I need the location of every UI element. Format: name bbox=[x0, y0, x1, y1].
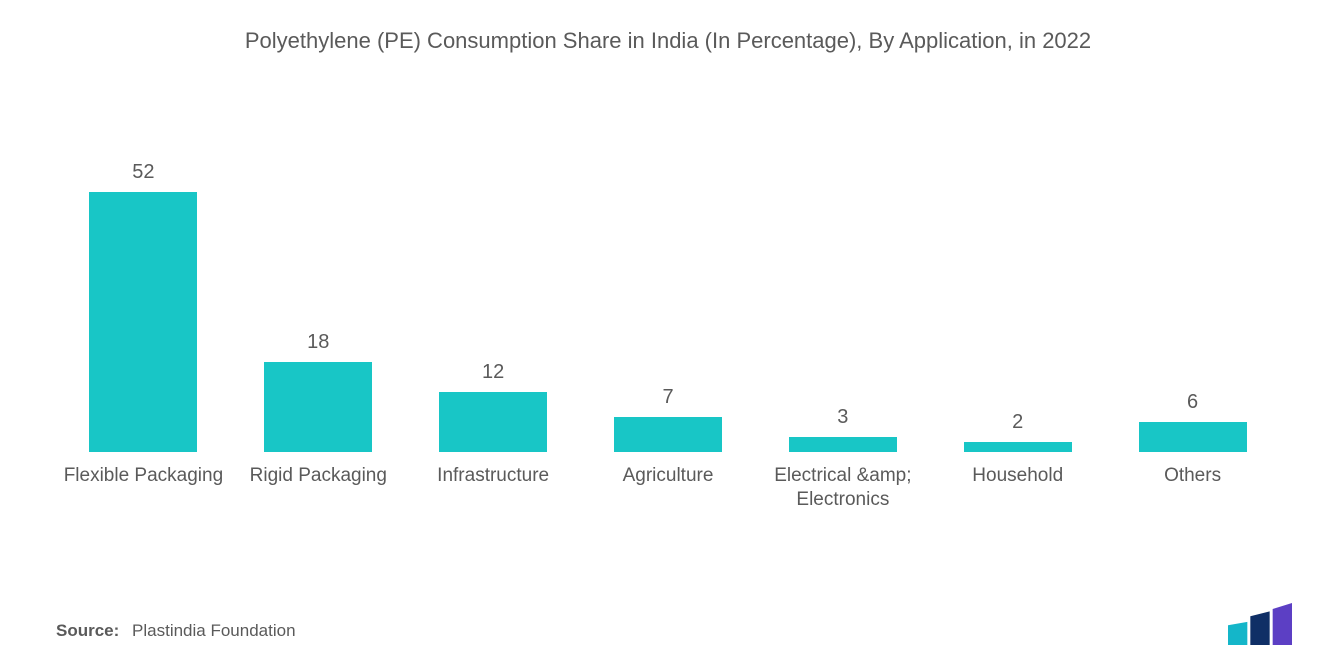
bar-value-label: 52 bbox=[132, 161, 154, 184]
bar-value-label: 2 bbox=[1012, 411, 1023, 434]
bar bbox=[264, 362, 372, 452]
bar-value-label: 7 bbox=[662, 386, 673, 409]
bar bbox=[1139, 422, 1247, 452]
bar-col: 18 Rigid Packaging bbox=[231, 82, 406, 522]
chart-container: Polyethylene (PE) Consumption Share in I… bbox=[0, 0, 1320, 665]
bar-col: 52 Flexible Packaging bbox=[56, 82, 231, 522]
source-text: Plastindia Foundation bbox=[132, 621, 296, 640]
bar bbox=[614, 417, 722, 452]
chart-title: Polyethylene (PE) Consumption Share in I… bbox=[56, 28, 1280, 54]
bar-category-label: Others bbox=[1164, 464, 1221, 522]
brand-logo bbox=[1228, 603, 1292, 645]
bar-value-label: 18 bbox=[307, 331, 329, 354]
bar-category-label: Agriculture bbox=[623, 464, 714, 522]
bar-category-label: Electrical &amp; Electronics bbox=[755, 464, 930, 522]
bar-value-label: 6 bbox=[1187, 391, 1198, 414]
bar-value-label: 3 bbox=[837, 406, 848, 429]
bar bbox=[439, 392, 547, 452]
bar-category-label: Infrastructure bbox=[437, 464, 549, 522]
brand-logo-icon bbox=[1228, 603, 1292, 645]
bar-col: 12 Infrastructure bbox=[406, 82, 581, 522]
bar-col: 3 Electrical &amp; Electronics bbox=[755, 82, 930, 522]
source-line: Source: Plastindia Foundation bbox=[56, 621, 296, 641]
bar-col: 6 Others bbox=[1105, 82, 1280, 522]
bar-value-label: 12 bbox=[482, 361, 504, 384]
plot-area: 52 Flexible Packaging 18 Rigid Packaging 12 I… bbox=[56, 82, 1280, 522]
source-label: Source: bbox=[56, 621, 119, 640]
bar-category-label: Rigid Packaging bbox=[250, 464, 387, 522]
bar-category-label: Household bbox=[972, 464, 1063, 522]
bar bbox=[89, 192, 197, 452]
bar-col: 2 Household bbox=[930, 82, 1105, 522]
bar-category-label: Flexible Packaging bbox=[64, 464, 223, 522]
bar bbox=[789, 437, 897, 452]
bar bbox=[964, 442, 1072, 452]
bar-col: 7 Agriculture bbox=[581, 82, 756, 522]
